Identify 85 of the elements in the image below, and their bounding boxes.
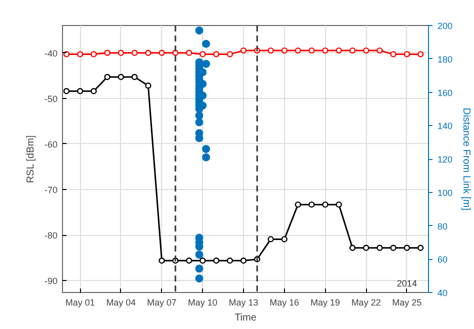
point: [294, 201, 302, 208]
point: [195, 274, 204, 282]
point: [186, 50, 192, 56]
point: [90, 88, 97, 94]
point: [104, 74, 110, 80]
point: [200, 51, 206, 58]
point: [76, 51, 84, 58]
point: [404, 244, 410, 251]
x-axis-title: Time: [234, 312, 257, 324]
y-tick-label: -40: [44, 48, 58, 58]
point: [131, 74, 138, 80]
point: [90, 51, 97, 58]
x-tick-label: May 19: [310, 298, 340, 308]
x-tick-label: May 22: [351, 298, 381, 308]
y2-tick-label: 140: [438, 121, 453, 132]
point: [240, 47, 247, 54]
point: [322, 201, 328, 208]
point: [417, 244, 424, 251]
x-tick-label: May 10: [188, 298, 218, 308]
point: [158, 258, 165, 264]
x-tick-label: May 01: [65, 298, 95, 308]
y-tick-label: -90: [44, 276, 58, 286]
point: [268, 47, 274, 54]
point: [390, 244, 396, 251]
point: [213, 51, 220, 58]
point: [404, 51, 410, 58]
y-axis-title: RSL [dBm]: [25, 134, 36, 184]
point: [195, 118, 204, 126]
point: [362, 244, 370, 251]
point: [104, 50, 110, 56]
point: [322, 47, 328, 54]
point: [76, 88, 84, 94]
point: [308, 201, 315, 208]
point: [63, 51, 70, 58]
point: [268, 236, 274, 242]
point: [200, 258, 206, 264]
point: [118, 74, 124, 80]
point: [186, 258, 192, 264]
point: [376, 244, 383, 251]
point: [195, 250, 204, 259]
point: [226, 51, 233, 58]
y-tick-label: -50: [44, 94, 58, 104]
x-tick-label: May 04: [106, 298, 136, 308]
point: [213, 258, 220, 264]
y2-tick-label: 80: [438, 221, 448, 232]
point: [195, 264, 204, 273]
point: [195, 26, 204, 34]
y-tick-label: -70: [44, 185, 58, 196]
point: [349, 47, 356, 54]
y2-axis-title: Distance From Link [m]: [460, 108, 472, 211]
y2-tick-label: 60: [438, 254, 448, 265]
point: [240, 258, 247, 264]
x-tick-label: May 16: [270, 298, 300, 308]
point: [172, 50, 179, 56]
x-tick-label: May 07: [147, 298, 177, 308]
point: [281, 47, 288, 54]
point: [131, 50, 138, 56]
point: [336, 201, 342, 208]
y2-tick-label: 120: [438, 154, 453, 164]
y2-tick-label: 180: [438, 54, 453, 64]
x-tick-label: May 25: [392, 298, 422, 308]
point: [226, 258, 233, 264]
point: [145, 82, 152, 89]
x-tick-label: May 13: [228, 298, 258, 308]
y-tick-label: -80: [44, 230, 58, 241]
point: [390, 51, 396, 58]
point: [63, 88, 70, 94]
y-tick-label: -60: [44, 139, 58, 150]
point: [308, 47, 315, 54]
point: [349, 244, 356, 251]
point: [118, 50, 124, 56]
y2-tick-label: 40: [438, 288, 448, 298]
point: [417, 51, 424, 58]
point: [336, 47, 342, 54]
y2-tick-label: 160: [438, 88, 453, 98]
point: [281, 236, 288, 242]
point: [158, 50, 165, 56]
y2-tick-label: 200: [438, 21, 453, 31]
point: [195, 112, 204, 120]
y2-tick-label: 100: [438, 188, 453, 198]
point: [145, 50, 152, 56]
point: [376, 47, 383, 54]
point: [294, 47, 302, 54]
point: [362, 47, 370, 54]
annotation: 2014: [396, 278, 417, 288]
